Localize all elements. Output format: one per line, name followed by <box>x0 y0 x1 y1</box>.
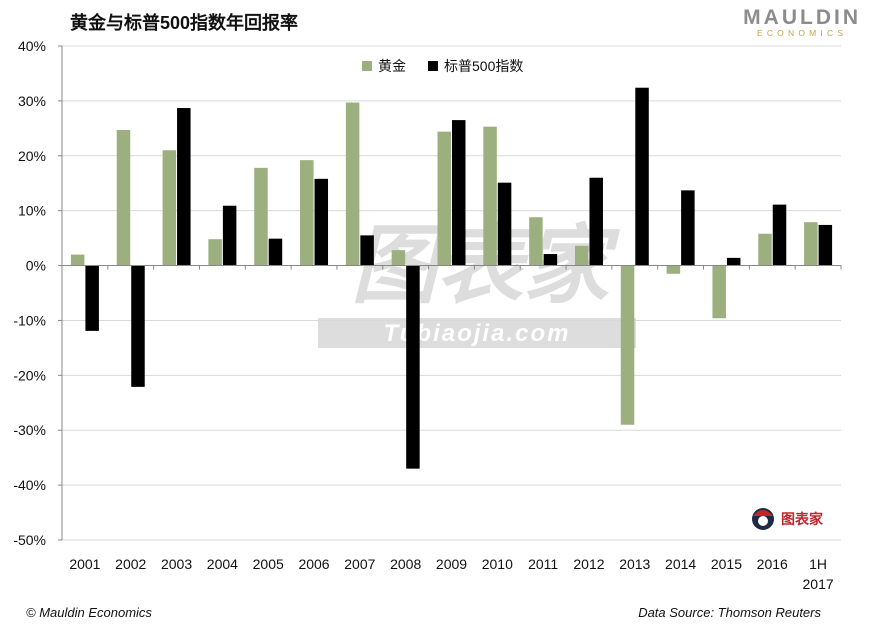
bar-sp500-2008 <box>406 265 420 469</box>
bar-gold-2001 <box>70 254 85 266</box>
bar-gold-2012 <box>574 245 589 266</box>
bar-gold-2014 <box>666 265 681 274</box>
bar-gold-2008 <box>391 250 406 266</box>
x-tick-label: 2012 <box>573 556 604 572</box>
bar-sp500-2006 <box>314 178 329 266</box>
bar-sp500-2011 <box>543 254 558 266</box>
bar-sp500-2013 <box>635 87 649 266</box>
watermark-band <box>318 318 636 348</box>
legend-label-gold: 黄金 <box>378 58 406 74</box>
bar-sp500-1H-2017 <box>818 224 833 266</box>
bar-gold-2006 <box>300 160 314 266</box>
bar-gold-2007 <box>345 102 360 266</box>
bar-gold-2009 <box>437 131 451 266</box>
y-tick-label: 30% <box>18 93 46 109</box>
bar-gold-2003 <box>162 150 177 266</box>
bar-sp500-2012 <box>589 177 603 266</box>
y-tick-labels: 40% 30% 20% 10% 0% -10% -20% -30% -40% -50% <box>13 38 46 548</box>
bars <box>70 87 833 469</box>
bar-gold-2015 <box>712 265 726 319</box>
bar-gold-2011 <box>529 217 543 266</box>
x-tick-label: 2001 <box>69 556 100 572</box>
copyright-text: © Mauldin Economics <box>26 605 152 620</box>
x-tick-label: 2011 <box>528 556 558 572</box>
bar-gold-2016 <box>758 233 772 266</box>
bar-gold-2002 <box>116 129 131 266</box>
x-tick-label: 2009 <box>436 556 467 572</box>
x-tick-labels: 2001 2002 2003 2004 2005 2006 2007 2008 2009 2010… <box>69 556 834 592</box>
legend: 黄金 标普500指数 <box>362 58 523 74</box>
y-tick-label: 10% <box>18 203 46 219</box>
bar-sp500-2001 <box>85 265 99 331</box>
x-tick-label: 2014 <box>665 556 696 572</box>
tubiaojia-logo: 图表家 <box>748 506 823 532</box>
x-tick-label: 2017 <box>803 576 834 592</box>
bar-sp500-2015 <box>726 257 741 266</box>
mauldin-logo: MAULDIN ECONOMICS <box>743 7 861 38</box>
bar-gold-2004 <box>208 239 222 266</box>
x-tick-label: 2008 <box>390 556 421 572</box>
y-tick-label: -10% <box>13 312 46 328</box>
brand-name: MAULDIN <box>743 6 861 29</box>
x-tick-label: 2010 <box>482 556 513 572</box>
y-tick-label: -50% <box>13 532 46 548</box>
bar-gold-2005 <box>254 167 268 266</box>
y-tick-label: 40% <box>18 38 46 54</box>
bar-sp500-2007 <box>360 235 374 266</box>
y-tick-label: 20% <box>18 148 46 164</box>
bar-gold-2010 <box>483 126 497 266</box>
brand-subtitle: ECONOMICS <box>756 28 848 38</box>
tubiaojia-logo-text: 图表家 <box>781 511 823 527</box>
bar-sp500-2003 <box>177 108 191 266</box>
y-tick-label: 0% <box>26 258 46 274</box>
bar-gold-1H-2017 <box>804 222 818 266</box>
x-tick-label: 2003 <box>161 556 192 572</box>
x-tick-label: 2007 <box>344 556 375 572</box>
legend-swatch-sp500 <box>428 61 438 71</box>
chart-title: 黄金与标普500指数年回报率 <box>70 13 299 33</box>
x-tick-label: 2002 <box>115 556 146 572</box>
bar-sp500-2005 <box>268 238 283 266</box>
x-tick-label: 2006 <box>298 556 329 572</box>
bar-sp500-2009 <box>452 120 466 266</box>
x-tick-label: 2013 <box>619 556 650 572</box>
bar-sp500-2002 <box>131 265 145 387</box>
y-tick-label: -30% <box>13 422 46 438</box>
x-tick-label: 2015 <box>711 556 742 572</box>
data-source-text: Data Source: Thomson Reuters <box>638 605 821 620</box>
legend-label-sp500: 标普500指数 <box>444 58 523 74</box>
x-tick-label: 1H <box>809 556 827 572</box>
tubiaojia-logo-icon <box>752 508 774 530</box>
x-tick-label: 2005 <box>253 556 284 572</box>
axes <box>58 45 842 541</box>
bar-sp500-2004 <box>222 205 237 266</box>
y-tick-label: -40% <box>13 477 46 493</box>
x-tick-label: 2016 <box>757 556 788 572</box>
legend-swatch-gold <box>362 61 372 71</box>
bar-sp500-2010 <box>497 182 512 266</box>
bar-gold-2013 <box>620 265 635 425</box>
bar-sp500-2014 <box>681 190 695 266</box>
y-tick-label: -20% <box>13 367 46 383</box>
x-tick-label: 2004 <box>207 556 238 572</box>
bar-sp500-2016 <box>772 204 787 266</box>
